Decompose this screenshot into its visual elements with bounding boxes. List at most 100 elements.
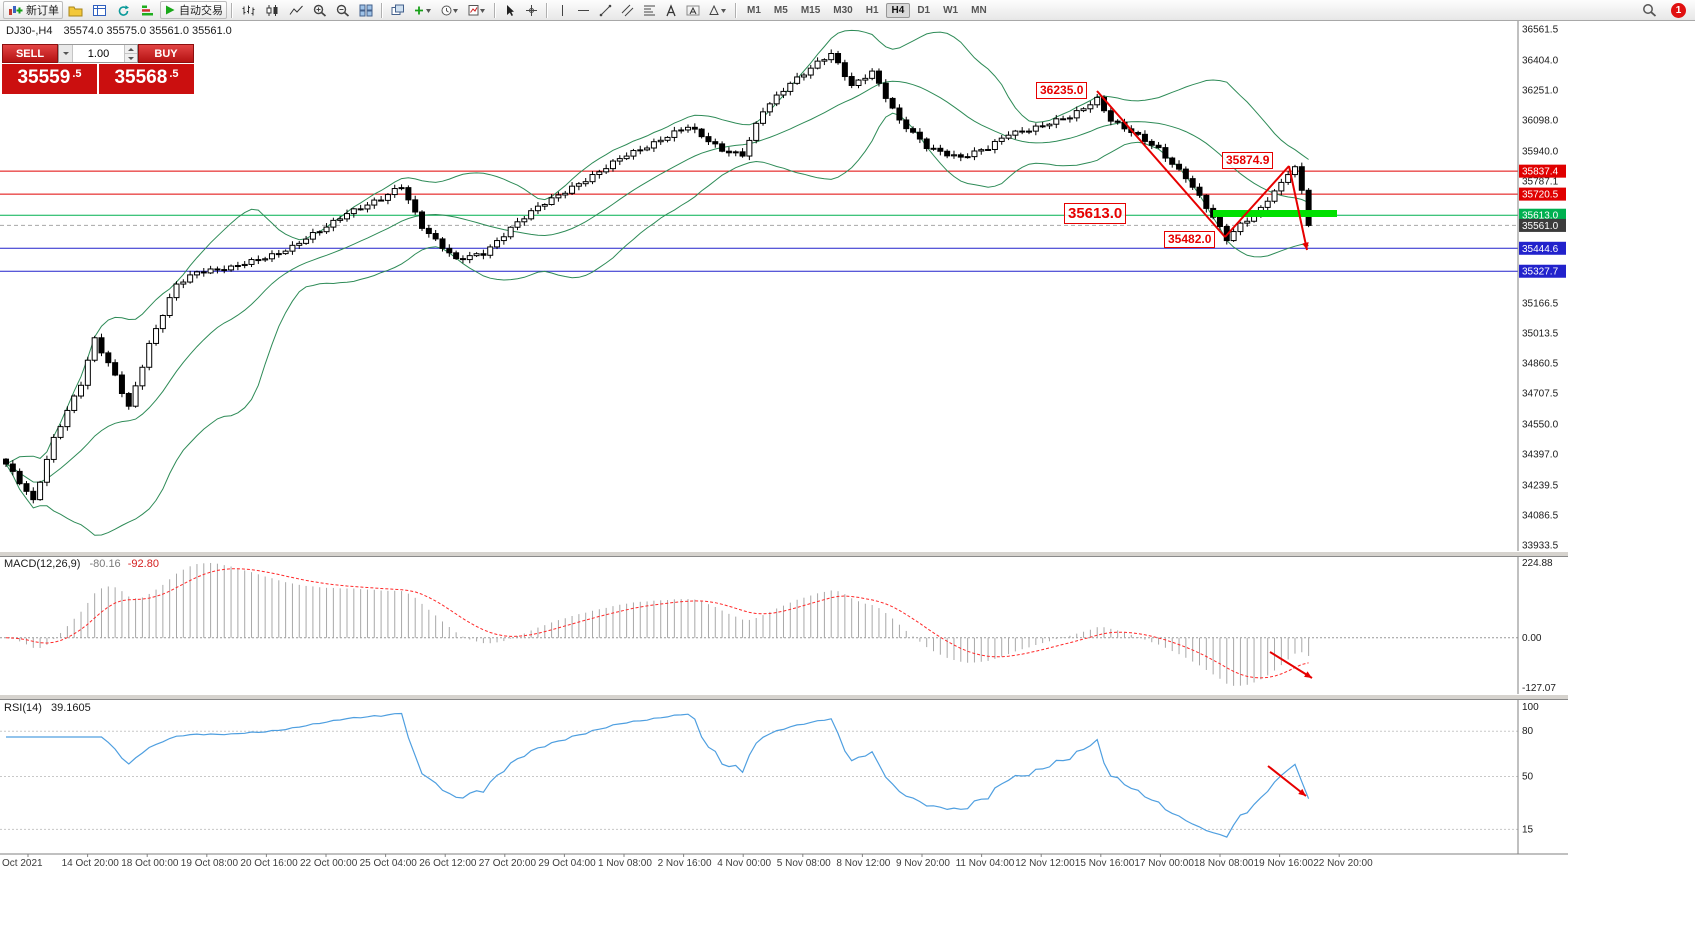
autotrading-button[interactable]: 自动交易 bbox=[160, 1, 227, 19]
cursor-button[interactable] bbox=[500, 1, 520, 19]
svg-text:224.88: 224.88 bbox=[1522, 558, 1553, 569]
svg-text:20 Oct 16:00: 20 Oct 16:00 bbox=[240, 858, 298, 869]
refresh-button[interactable] bbox=[112, 1, 135, 19]
svg-text:35166.5: 35166.5 bbox=[1522, 298, 1559, 309]
chart-window[interactable]: 36561.5 36404.0 36251.0 36098.0 35940.0 35787… bbox=[0, 21, 1695, 944]
trend-annotation-arrows bbox=[1096, 90, 1309, 251]
new-order-button[interactable]: 新订单 bbox=[3, 1, 63, 19]
crosshair-button[interactable] bbox=[521, 1, 542, 19]
channel-button[interactable] bbox=[617, 1, 638, 19]
bar-chart-mode-button[interactable] bbox=[237, 1, 260, 19]
volume-up-icon[interactable] bbox=[125, 45, 137, 54]
timeframe-d1-button[interactable]: D1 bbox=[911, 3, 936, 18]
svg-text:18 Nov 08:00: 18 Nov 08:00 bbox=[1194, 858, 1254, 869]
timeframe-m30-button[interactable]: M30 bbox=[827, 3, 858, 18]
text-icon bbox=[665, 3, 677, 17]
symbol-period-label: DJ30-,H4 bbox=[6, 25, 53, 37]
timeframe-m1-button[interactable]: M1 bbox=[741, 3, 767, 18]
price-scale[interactable]: 36561.5 36404.0 36251.0 36098.0 35940.0 35787… bbox=[1519, 24, 1566, 551]
data-window-button[interactable] bbox=[88, 1, 111, 19]
svg-text:35013.5: 35013.5 bbox=[1522, 328, 1559, 339]
channel-icon bbox=[621, 4, 634, 17]
line-chart-mode-button[interactable] bbox=[285, 1, 308, 19]
svg-text:36098.0: 36098.0 bbox=[1522, 115, 1559, 126]
depth-of-market-button[interactable] bbox=[136, 1, 159, 19]
macd-signal-value: -92.80 bbox=[127, 558, 159, 570]
timeframe-h4-button[interactable]: H4 bbox=[885, 2, 911, 18]
text-label-button[interactable] bbox=[682, 1, 704, 19]
volume-down-icon[interactable] bbox=[125, 54, 137, 62]
add-indicator-dropdown[interactable] bbox=[410, 1, 436, 19]
main-toolbar: 新订单 自动交易 bbox=[0, 0, 1695, 21]
sell-button[interactable]: SELL bbox=[2, 44, 58, 63]
template-dropdown[interactable] bbox=[464, 1, 490, 19]
svg-text:80: 80 bbox=[1522, 726, 1534, 737]
annotation-support-price[interactable]: 35613.0 bbox=[1064, 203, 1127, 224]
fibonacci-button[interactable] bbox=[639, 1, 660, 19]
svg-text:1 Nov 08:00: 1 Nov 08:00 bbox=[598, 858, 652, 869]
macd-scale[interactable]: 224.88 0.00 -127.07 bbox=[1522, 558, 1556, 694]
buy-button[interactable]: BUY bbox=[138, 44, 194, 63]
svg-text:35787.1: 35787.1 bbox=[1522, 177, 1559, 188]
shapes-dropdown[interactable] bbox=[705, 1, 731, 19]
timeframe-w1-button[interactable]: W1 bbox=[937, 3, 964, 18]
macd-panel-separator[interactable] bbox=[0, 551, 1568, 557]
text-button[interactable] bbox=[661, 1, 681, 19]
svg-text:35561.0: 35561.0 bbox=[1522, 221, 1559, 232]
annotation-retest-high[interactable]: 35874.9 bbox=[1222, 152, 1274, 169]
vertical-line-button[interactable] bbox=[552, 1, 572, 19]
candlestick-mode-button[interactable] bbox=[261, 1, 284, 19]
period-dropdown[interactable] bbox=[437, 1, 463, 19]
svg-text:36404.0: 36404.0 bbox=[1522, 55, 1559, 66]
svg-text:2 Nov 16:00: 2 Nov 16:00 bbox=[658, 858, 712, 869]
notification-badge[interactable]: 1 bbox=[1671, 2, 1686, 18]
annotation-swing-high[interactable]: 36235.0 bbox=[1036, 82, 1088, 99]
macd-main-value: -80.16 bbox=[89, 558, 121, 570]
svg-text:35327.7: 35327.7 bbox=[1522, 267, 1559, 278]
ohlc-values: 35574.0 35575.0 35561.0 35561.0 bbox=[63, 25, 232, 37]
svg-text:36561.5: 36561.5 bbox=[1522, 24, 1559, 35]
sell-price[interactable]: 35559 .5 bbox=[2, 64, 97, 94]
timeframe-mn-button[interactable]: MN bbox=[965, 3, 993, 18]
profiles-button[interactable] bbox=[64, 1, 87, 19]
cascade-windows-button[interactable] bbox=[387, 1, 409, 19]
zoom-in-icon bbox=[313, 4, 327, 17]
volume-stepper[interactable] bbox=[124, 45, 137, 62]
svg-text:15 Nov 16:00: 15 Nov 16:00 bbox=[1075, 858, 1135, 869]
timeframe-m5-button[interactable]: M5 bbox=[768, 3, 794, 18]
rsi-scale[interactable]: 100 80 50 15 bbox=[1522, 702, 1539, 835]
svg-text:4 Nov 00:00: 4 Nov 00:00 bbox=[717, 858, 771, 869]
volume-input[interactable] bbox=[73, 45, 124, 62]
buy-price[interactable]: 35568 .5 bbox=[99, 64, 194, 94]
timeframe-h1-button[interactable]: H1 bbox=[860, 3, 885, 18]
timeframe-m15-button[interactable]: M15 bbox=[795, 3, 826, 18]
trendline-button[interactable] bbox=[595, 1, 616, 19]
rsi-panel-separator[interactable] bbox=[0, 694, 1568, 700]
zoom-out-icon bbox=[336, 4, 350, 17]
svg-text:22 Oct 00:00: 22 Oct 00:00 bbox=[300, 858, 358, 869]
candles-layer bbox=[3, 49, 1312, 504]
annotation-swing-low[interactable]: 35482.0 bbox=[1164, 231, 1216, 248]
autotrading-label: 自动交易 bbox=[179, 5, 223, 17]
svg-text:35444.6: 35444.6 bbox=[1522, 244, 1559, 255]
trendline-icon bbox=[599, 4, 612, 17]
bar-chart-icon bbox=[241, 4, 256, 17]
search-button[interactable] bbox=[1638, 1, 1661, 19]
zoom-in-button[interactable] bbox=[309, 1, 331, 19]
svg-text:36251.0: 36251.0 bbox=[1522, 85, 1559, 96]
symbol-info: DJ30-,H4 35574.0 35575.0 35561.0 35561.0 bbox=[6, 25, 232, 37]
volume-dropdown-caret[interactable] bbox=[59, 45, 73, 62]
cursor-icon bbox=[504, 4, 516, 17]
tile-windows-button[interactable] bbox=[355, 1, 377, 19]
bollinger-bands bbox=[5, 29, 1309, 536]
svg-text:34239.5: 34239.5 bbox=[1522, 480, 1559, 491]
svg-text:15: 15 bbox=[1522, 824, 1534, 835]
svg-text:19 Nov 16:00: 19 Nov 16:00 bbox=[1254, 858, 1314, 869]
zoom-out-button[interactable] bbox=[332, 1, 354, 19]
svg-text:17 Nov 00:00: 17 Nov 00:00 bbox=[1134, 858, 1194, 869]
time-scale[interactable]: Oct 2021 14 Oct 20:00 18 Oct 00:00 19 Oct 0… bbox=[2, 854, 1373, 869]
template-icon bbox=[468, 4, 486, 17]
horizontal-line-button[interactable] bbox=[573, 1, 594, 19]
